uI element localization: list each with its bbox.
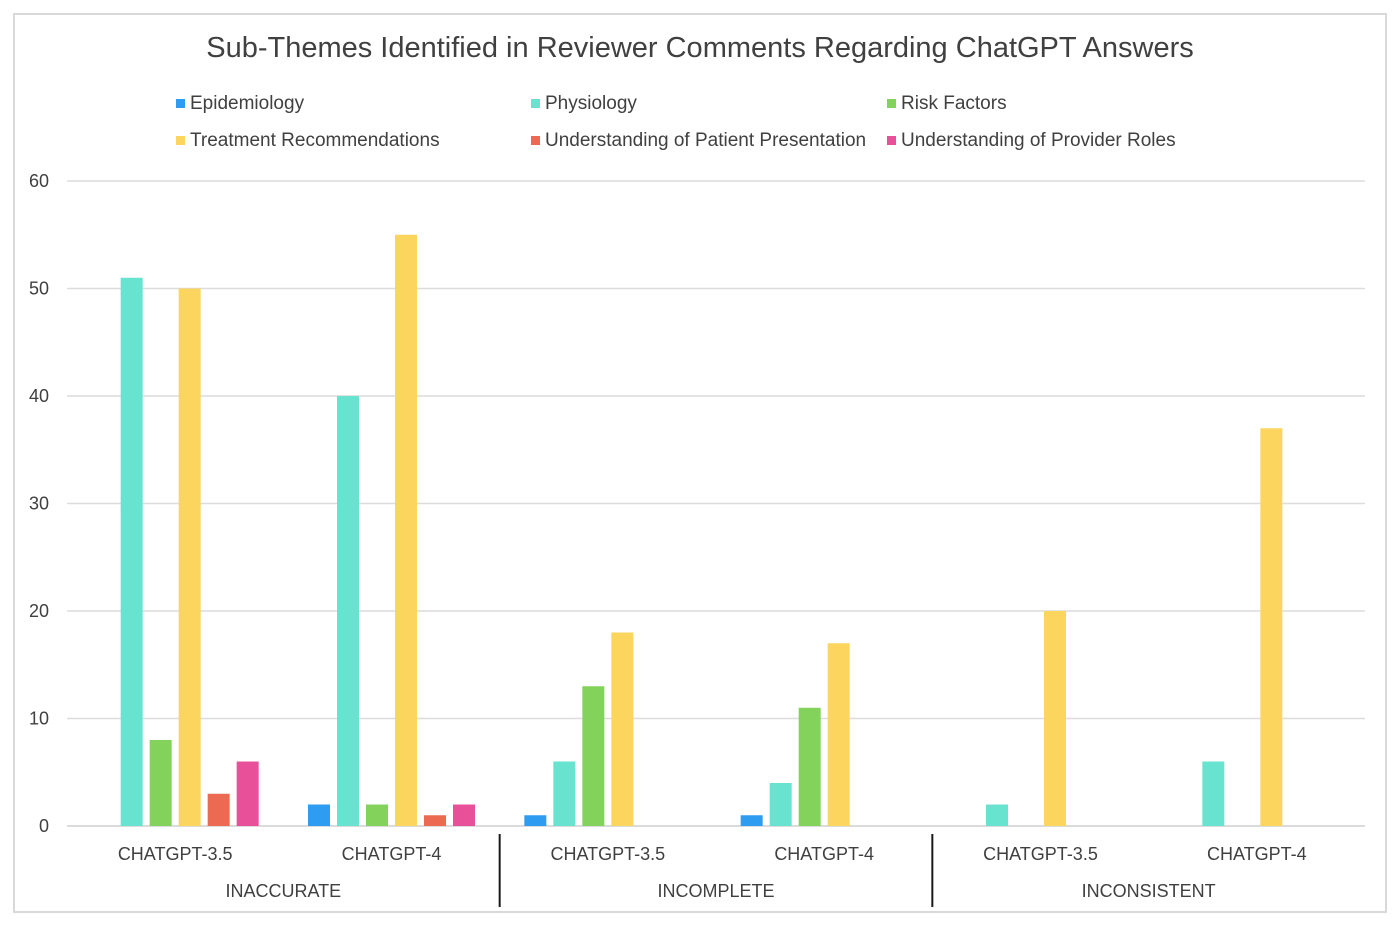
legend-swatch <box>531 99 540 108</box>
x-tick-label: CHATGPT-3.5 <box>550 844 665 864</box>
legend-label: Risk Factors <box>901 93 1007 114</box>
legend-swatch <box>531 136 540 145</box>
x-tick-label: CHATGPT-4 <box>1207 844 1307 864</box>
bar <box>366 804 388 826</box>
legend-label: Epidemiology <box>190 93 305 114</box>
legend-swatch <box>887 99 896 108</box>
legend-label: Understanding of Provider Roles <box>901 130 1176 151</box>
chart-title: Sub-Themes Identified in Reviewer Commen… <box>206 32 1194 64</box>
bar <box>236 761 259 826</box>
legend-item-risk-factors: Risk Factors <box>887 93 1007 115</box>
group-label: INACCURATE <box>225 881 341 901</box>
bar <box>308 804 330 826</box>
y-tick-label: 30 <box>29 494 49 514</box>
group-label: INCONSISTENT <box>1082 881 1216 901</box>
legend-item-physiology: Physiology <box>531 93 637 115</box>
bar <box>1044 611 1066 826</box>
legend-item-epidemiology: Epidemiology <box>176 93 304 115</box>
y-tick-label: 20 <box>29 601 49 621</box>
legend-swatch <box>176 136 185 145</box>
x-tick-label: CHATGPT-4 <box>342 844 442 864</box>
y-tick-label: 40 <box>29 386 49 406</box>
y-tick-label: 50 <box>29 279 49 299</box>
legend-item-provider-roles: Understanding of Provider Roles <box>887 130 1176 152</box>
bar <box>524 815 547 826</box>
x-tick-label: CHATGPT-4 <box>774 844 874 864</box>
bar <box>611 632 634 826</box>
bar <box>395 234 417 826</box>
bar <box>740 815 763 826</box>
bar <box>337 396 359 826</box>
legend-item-patient-presentation: Understanding of Patient Presentation <box>531 130 866 152</box>
y-tick-label: 60 <box>29 171 49 191</box>
bar <box>798 707 821 826</box>
bar <box>207 793 230 826</box>
bar <box>553 761 576 826</box>
x-tick-label: CHATGPT-3.5 <box>118 844 233 864</box>
y-tick-label: 0 <box>39 816 49 836</box>
bar <box>986 804 1008 826</box>
bar <box>178 288 201 826</box>
legend-swatch <box>176 99 185 108</box>
bar <box>827 643 850 826</box>
bar <box>424 815 446 826</box>
y-tick-label: 10 <box>29 709 49 729</box>
bar <box>1260 428 1283 826</box>
bar <box>149 740 172 826</box>
group-label: INCOMPLETE <box>657 881 774 901</box>
bar <box>120 277 143 826</box>
legend-label: Treatment Recommendations <box>190 130 440 151</box>
bar <box>769 783 792 826</box>
bar <box>1202 761 1225 826</box>
x-tick-label: CHATGPT-3.5 <box>983 844 1098 864</box>
legend-item-treatment-recommendations: Treatment Recommendations <box>176 130 440 152</box>
legend-label: Physiology <box>545 93 637 114</box>
bar <box>582 686 605 826</box>
legend-swatch <box>887 136 896 145</box>
bar <box>453 804 475 826</box>
legend-label: Understanding of Patient Presentation <box>545 130 867 151</box>
